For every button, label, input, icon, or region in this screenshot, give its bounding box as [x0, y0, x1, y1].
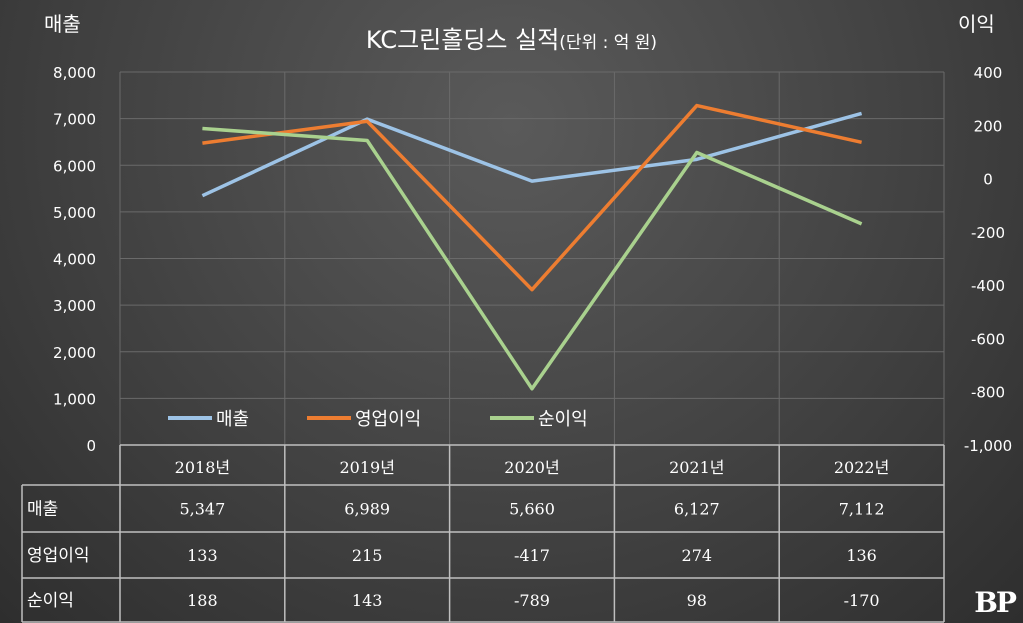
series-line-매출: [201, 111, 863, 198]
right-tick-label: -400: [971, 277, 1005, 295]
table-cell: 274: [682, 546, 713, 565]
table-cell: 188: [187, 591, 218, 610]
category-label: 2019년: [339, 458, 394, 477]
left-tick-label: 6,000: [53, 157, 96, 175]
right-axis-label: 이익: [958, 12, 995, 36]
category-label: 2020년: [504, 458, 559, 477]
table-cell: 6,127: [674, 500, 720, 519]
table-cell: 7,112: [839, 500, 885, 519]
table-cell: 5,660: [509, 500, 555, 519]
left-tick-label: 4,000: [53, 251, 96, 269]
legend-label: 순이익: [538, 409, 588, 430]
chart-title: KC그린홀딩스 실적(단위 : 억 원): [365, 26, 658, 54]
table-cell: 215: [352, 546, 383, 565]
table-cell: -417: [514, 546, 550, 565]
right-tick-label: -800: [971, 384, 1005, 402]
table-cell: 5,347: [179, 500, 225, 519]
table-cell: -170: [844, 591, 880, 610]
table-cell: 6,989: [344, 500, 390, 519]
left-tick-label: 0: [86, 437, 96, 455]
left-tick-label: 3,000: [53, 297, 96, 315]
series-line-영업이익: [202, 103, 862, 292]
category-label: 2018년: [175, 458, 230, 477]
right-tick-label: 200: [974, 117, 1003, 135]
legend-label: 매출: [216, 409, 249, 430]
right-tick-label: 400: [974, 64, 1003, 82]
table-cell: 98: [687, 591, 707, 610]
table-row-label: 순이익: [27, 591, 74, 611]
left-tick-label: 1,000: [53, 390, 96, 408]
table-row-label: 매출: [27, 500, 58, 520]
right-tick-label: -600: [971, 330, 1005, 348]
right-tick-label: -200: [971, 224, 1005, 242]
category-label: 2022년: [834, 458, 889, 477]
category-label: 2021년: [669, 458, 724, 477]
table-row-label: 영업이익: [27, 546, 90, 566]
left-axis-label: 매출: [44, 12, 81, 36]
left-tick-label: 5,000: [53, 204, 96, 222]
table-cell: 136: [846, 546, 877, 565]
legend-label: 영업이익: [355, 409, 421, 430]
left-tick-label: 8,000: [53, 64, 96, 82]
right-tick-label: -1,000: [964, 437, 1012, 455]
table-cell: -789: [514, 591, 550, 610]
table-cell: 143: [352, 591, 383, 610]
left-tick-label: 7,000: [53, 111, 96, 129]
bp-logo: BP: [974, 586, 1017, 619]
left-tick-label: 2,000: [53, 344, 96, 362]
right-tick-label: 0: [983, 171, 993, 189]
series-line-순이익: [202, 126, 863, 391]
table-cell: 133: [187, 546, 218, 565]
